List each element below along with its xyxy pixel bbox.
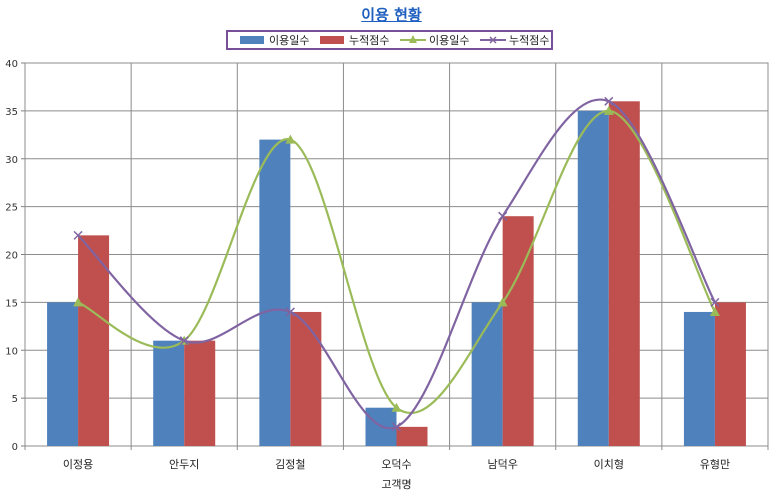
legend-label: 이용일수 [429,33,469,47]
marker-stroke [498,211,508,221]
y-tick-label: 10 [5,346,18,357]
point-marker-triangle [709,306,720,316]
bar-usage-days [153,340,185,446]
point-marker-x [179,336,189,346]
legend-swatch-bar [320,36,344,44]
y-tick-label: 5 [12,394,18,405]
y-tick-label: 15 [5,298,18,309]
marker-stroke [285,307,295,317]
y-tick-label: 30 [5,155,18,166]
x-tick-label: 이정용 [63,458,93,471]
point-marker-x [73,230,83,240]
x-tick-label: 남덕우 [487,458,517,471]
point-marker-triangle [497,297,508,307]
marker-stroke [604,96,614,106]
legend-marker-triangle [409,35,417,43]
marker-stroke [391,422,402,432]
bar-usage-days [47,302,79,446]
x-axis-title: 고객명 [381,478,411,490]
bar-cumulative-score [396,426,428,446]
bar-cumulative-score [714,302,746,446]
legend-label: 이용일수 [269,33,309,47]
y-tick-label: 20 [5,251,18,262]
line-cumulative-score [77,98,716,430]
bar-cumulative-score [184,340,216,446]
marker-stroke [179,336,189,346]
legend-svg: 이용일수 누적점수 이용일수 누적점수 [240,33,549,47]
marker-stroke [710,297,720,307]
point-marker-x [710,297,720,307]
point-marker-triangle [603,105,614,115]
bar-cumulative-score [78,235,110,446]
chart-title: 이용 현황 [361,6,422,24]
bar-usage-days [577,110,609,446]
x-tick-label: 오덕수 [381,458,411,471]
x-tick-label: 이치형 [594,458,624,471]
x-tick-label: 김정철 [275,458,305,471]
point-marker-triangle [285,134,296,144]
legend-marker-x [489,36,497,44]
bar-cumulative-score [608,101,640,447]
point-marker-x [285,307,295,317]
bar-usage-days [259,139,291,446]
point-marker-triangle [391,402,402,412]
point-marker-x [604,96,614,106]
y-tick-label: 40 [5,59,18,70]
legend-swatch-bar [240,36,264,44]
y-tick-label: 35 [5,107,18,118]
y-tick-label: 0 [12,442,18,453]
point-marker-x [391,422,402,432]
marker-stroke [73,230,83,240]
bar-cumulative-score [290,311,322,446]
chart-legend: 이용일수 누적점수 이용일수 누적점수 [226,30,553,50]
bar-usage-days [683,311,715,446]
x-tick-label: 유형만 [700,458,730,471]
x-tick-label: 안두지 [169,458,199,471]
legend-label: 누적점수 [509,34,549,47]
legend-label: 누적점수 [349,34,389,47]
y-tick-label: 25 [5,203,18,214]
point-marker-x [498,211,508,221]
point-marker-triangle [73,297,84,307]
